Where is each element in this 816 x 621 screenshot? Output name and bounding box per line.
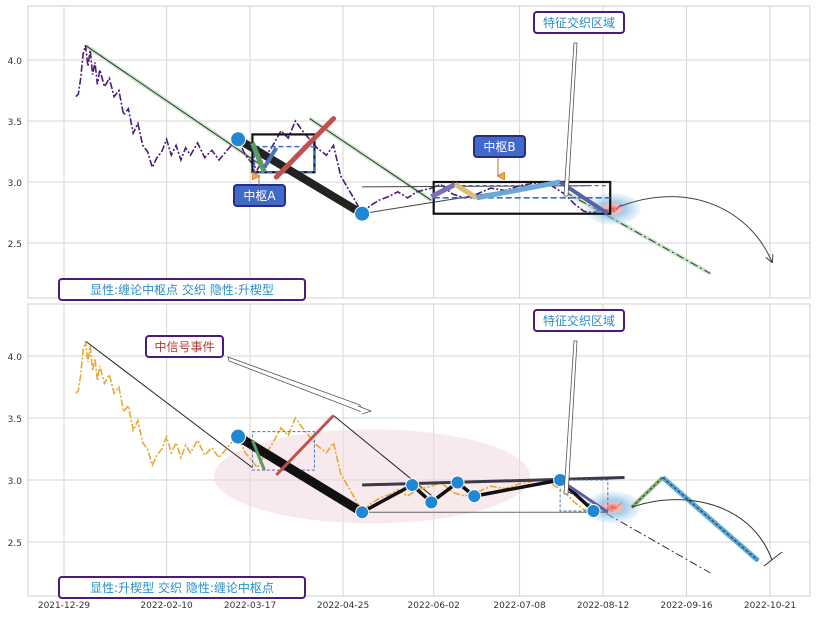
zhongshu-b-box xyxy=(559,479,609,512)
pivot-point xyxy=(230,131,247,148)
pivot-point xyxy=(450,475,465,490)
caption-top: 显性:缠论中枢点 交织 隐性:升楔型 xyxy=(90,282,274,297)
x-tick-label: 2022-03-17 xyxy=(224,601,276,611)
x-tick-label: 2021-12-29 xyxy=(38,601,91,611)
label-zhongshu-a: 中枢A xyxy=(243,188,276,203)
pivot-point xyxy=(230,428,247,445)
segment-stroke xyxy=(273,116,336,180)
x-tick-label: 2022-02-10 xyxy=(140,601,193,611)
target-tick xyxy=(763,551,783,567)
y-tick-label: 2.5 xyxy=(8,539,22,549)
label-signal: 中信号事件 xyxy=(154,339,214,354)
y-tick-label: 3.5 xyxy=(8,415,22,425)
pivot-point xyxy=(355,505,370,520)
caption-bottom-box xyxy=(58,576,306,599)
pivot-point xyxy=(405,477,420,492)
y-tick-label: 4.0 xyxy=(8,353,23,363)
label-feature-zone-top: 特征交织区域 xyxy=(543,15,615,30)
plot-frame xyxy=(27,5,811,299)
segment-stroke xyxy=(476,179,561,201)
price-line xyxy=(75,45,623,216)
zhongshu-a-box xyxy=(251,431,315,471)
segment-stroke xyxy=(251,439,266,471)
feature-zone-blob xyxy=(584,192,641,225)
bi-stroke xyxy=(234,135,367,218)
segment-stroke xyxy=(262,146,279,169)
pivot-point xyxy=(586,504,601,518)
x-tick-label: 2022-10-21 xyxy=(744,601,796,611)
pivot-point xyxy=(424,495,439,510)
wedge-leg-center xyxy=(662,477,759,561)
y-tick-label: 3.0 xyxy=(8,179,23,189)
segment-stroke xyxy=(275,414,335,477)
caption-bottom: 显性:升楔型 交织 隐性:缠论中枢点 xyxy=(90,580,274,595)
y-tick-label: 2.5 xyxy=(8,240,22,250)
segment-stroke xyxy=(430,182,457,199)
x-tick-label: 2022-08-12 xyxy=(577,601,629,611)
y-tick-label: 3.0 xyxy=(8,477,23,487)
x-tick-label: 2022-07-08 xyxy=(493,601,546,611)
label-zhongshu-b: 中枢B xyxy=(483,139,515,154)
signal-pointer-head xyxy=(357,405,373,415)
wedge-leg-center xyxy=(631,477,664,508)
y-tick-label: 4.0 xyxy=(8,57,23,67)
label-zhongshu-b-box xyxy=(473,135,526,158)
zone-pointer xyxy=(563,340,578,495)
segment-stroke xyxy=(250,142,267,174)
label-feature-zone-top-box xyxy=(533,11,625,34)
projection-curve xyxy=(631,499,773,561)
pivot-point xyxy=(467,489,482,504)
zone-pointer xyxy=(563,42,578,197)
x-tick-label: 2022-04-25 xyxy=(317,601,369,611)
projection-arrow xyxy=(619,196,772,262)
label-feature-zone-bottom-box xyxy=(533,309,625,332)
caption-top-box xyxy=(58,278,306,301)
bi-stroke xyxy=(233,432,367,517)
pivot-point xyxy=(354,205,371,222)
trend-line xyxy=(85,44,265,168)
segment-stroke xyxy=(453,182,478,201)
x-tick-label: 2022-06-02 xyxy=(408,601,460,611)
signal-zone xyxy=(214,429,530,524)
trend-line xyxy=(85,340,253,468)
label-signal-box xyxy=(145,335,224,358)
label-feature-zone-bottom: 特征交织区域 xyxy=(543,313,615,328)
y-tick-label: 3.5 xyxy=(8,118,22,128)
x-tick-label: 2022-09-16 xyxy=(660,601,713,611)
